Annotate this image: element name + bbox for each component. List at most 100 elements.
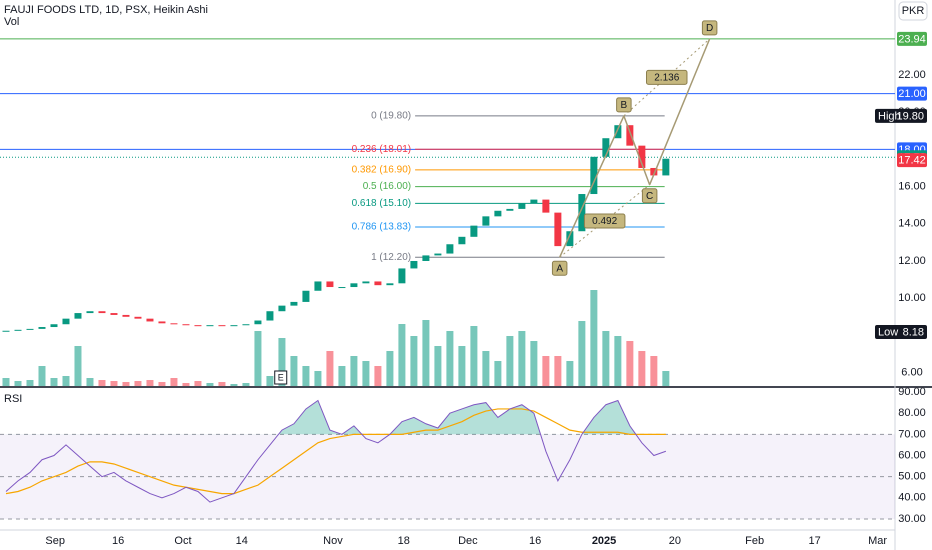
volume-bar: [278, 338, 286, 386]
rsi-label: RSI: [4, 393, 22, 405]
candle-body: [134, 316, 142, 319]
volume-bar: [446, 331, 454, 386]
volume-bar: [218, 382, 226, 386]
candle-body: [434, 253, 442, 256]
candle-body: [14, 329, 22, 331]
candle-body: [266, 311, 274, 321]
volume-bar: [422, 320, 430, 386]
x-tick-label: Nov: [323, 535, 343, 547]
ratio-label: 2.136: [654, 73, 679, 84]
price-badge: [897, 86, 927, 101]
y-tick-label: 10.00: [898, 292, 926, 304]
candle-body: [242, 324, 250, 326]
volume-bar: [194, 381, 202, 386]
y-tick-label: 12.00: [898, 255, 926, 267]
volume-bar: [362, 361, 370, 386]
candle-body: [494, 210, 502, 217]
volume-bar: [14, 381, 22, 386]
volume-bar: [170, 378, 178, 386]
fib-label: 0 (19.80): [371, 111, 411, 122]
volume-bar: [122, 382, 130, 386]
candle-body: [122, 314, 130, 317]
volume-label: Vol: [4, 16, 19, 28]
volume-bar: [578, 321, 586, 386]
rsi-overbought-fill: [278, 400, 636, 435]
event-box: [274, 370, 288, 385]
volume-bar: [590, 290, 598, 386]
volume-bar: [554, 356, 562, 386]
candle-body: [362, 281, 370, 284]
candle-body: [254, 320, 262, 325]
rsi-tick-label: 90.00: [898, 386, 926, 398]
candle-body: [182, 324, 190, 326]
volume-bar: [338, 366, 346, 386]
candle-body: [50, 324, 58, 328]
candle-body: [470, 225, 478, 237]
candle-body: [506, 208, 514, 211]
candle-body: [206, 325, 214, 327]
candle-body: [74, 313, 82, 319]
volume-bar: [182, 383, 190, 386]
x-tick-label: 14: [236, 535, 248, 547]
y-tick-label: 16.00: [898, 180, 926, 192]
price-badge-label: 23.94: [898, 33, 926, 45]
volume-bar: [158, 382, 166, 386]
currency-button[interactable]: [898, 1, 928, 21]
volume-bar: [626, 341, 634, 386]
candle-body: [422, 255, 430, 261]
candle-body: [218, 325, 226, 327]
candle-body: [638, 145, 646, 168]
volume-bar: [230, 384, 238, 386]
x-tick-label: 16: [112, 535, 124, 547]
volume-bar: [206, 383, 214, 386]
x-tick-label: Dec: [458, 535, 478, 547]
candle-body: [458, 236, 466, 245]
candle-body: [110, 313, 118, 315]
candle-body: [326, 281, 334, 288]
volume-bar: [650, 356, 658, 386]
rsi-tick-label: 60.00: [898, 449, 926, 461]
volume-bar: [494, 361, 502, 386]
candle-body: [530, 199, 538, 204]
volume-bar: [38, 366, 46, 386]
candle-body: [86, 311, 94, 314]
event-label: E: [278, 372, 284, 382]
candle-body: [38, 327, 46, 329]
volume-bar: [146, 380, 154, 386]
volume-bar: [662, 371, 670, 386]
candle-body: [626, 125, 634, 146]
high-badge: [875, 108, 927, 123]
volume-bar: [458, 346, 466, 386]
volume-bar: [506, 336, 514, 386]
x-tick-label: 17: [808, 535, 820, 547]
candle-body: [98, 311, 106, 314]
currency-label[interactable]: PKR: [902, 5, 925, 17]
volume-bar: [50, 378, 58, 386]
candle-body: [230, 325, 238, 327]
price-badge: [897, 153, 927, 168]
volume-bar: [350, 356, 358, 386]
candle-body: [542, 199, 550, 213]
volume-bar: [470, 326, 478, 386]
volume-bar: [518, 331, 526, 386]
volume-bar: [266, 376, 274, 386]
rsi-line: [5, 399, 667, 503]
fib-label: 1 (12.20): [371, 252, 411, 263]
candle-body: [446, 244, 454, 254]
chart-title: FAUJI FOODS LTD, 1D, PSX, Heikin Ashi: [4, 4, 208, 16]
candle-body: [314, 281, 322, 291]
candle-body: [350, 283, 358, 288]
y-tick-label: 14.00: [898, 218, 926, 230]
volume-bar: [2, 378, 10, 386]
candle-body: [194, 325, 202, 327]
volume-bar: [290, 356, 298, 386]
candle-body: [170, 323, 178, 325]
low-badge: [875, 325, 927, 340]
pattern-label: D: [706, 23, 713, 34]
volume-bar: [482, 351, 490, 386]
x-tick-label: 2025: [592, 535, 616, 547]
volume-bar: [254, 331, 262, 386]
volume-bar: [98, 380, 106, 386]
candle-body: [290, 301, 298, 306]
